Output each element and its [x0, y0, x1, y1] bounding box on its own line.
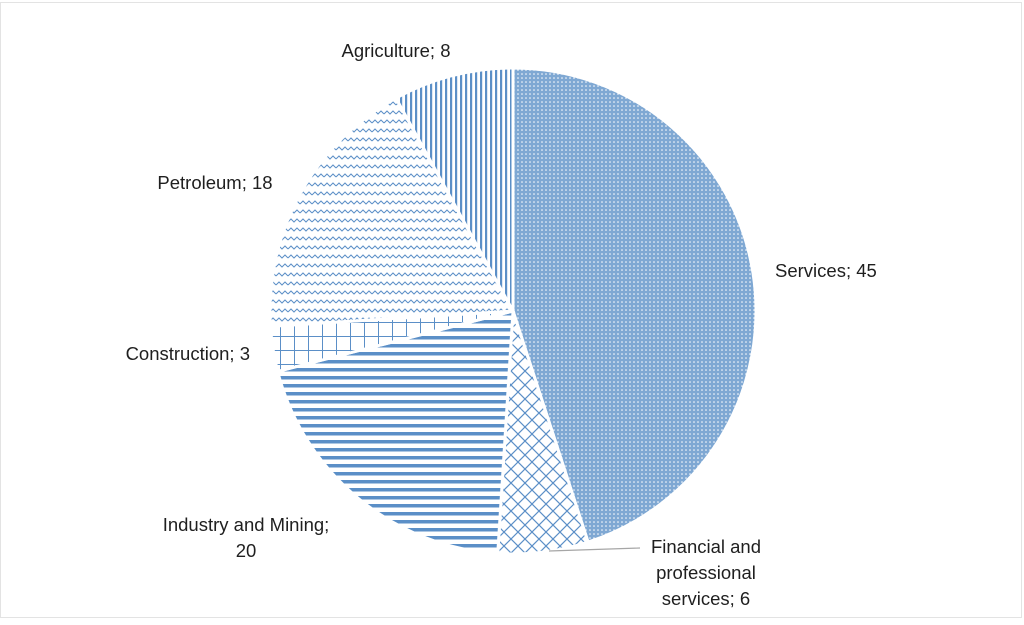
pie-slice-agriculture — [393, 66, 515, 312]
leader-line-financial-and-professional-services — [548, 547, 641, 552]
data-labels: Services; 45 Financial and professional ser… — [126, 40, 877, 609]
pie-slice-industry-and-mining — [275, 309, 515, 556]
leader-lines — [548, 547, 641, 552]
data-label-petroleum: Petroleum; 18 — [157, 172, 272, 193]
data-label-construction: Construction; 3 — [126, 343, 250, 364]
pie-slice-petroleum — [268, 96, 516, 328]
data-label-financial-and-professional-services: Financial and professional services; 6 — [651, 536, 761, 609]
data-label-agriculture: Agriculture; 8 — [342, 40, 451, 61]
data-label-services: Services; 45 — [775, 260, 877, 281]
data-label-industry-and-mining: Industry and Mining; 20 — [163, 514, 330, 561]
pie-slices — [268, 66, 758, 556]
pie-slice-services — [511, 66, 758, 545]
